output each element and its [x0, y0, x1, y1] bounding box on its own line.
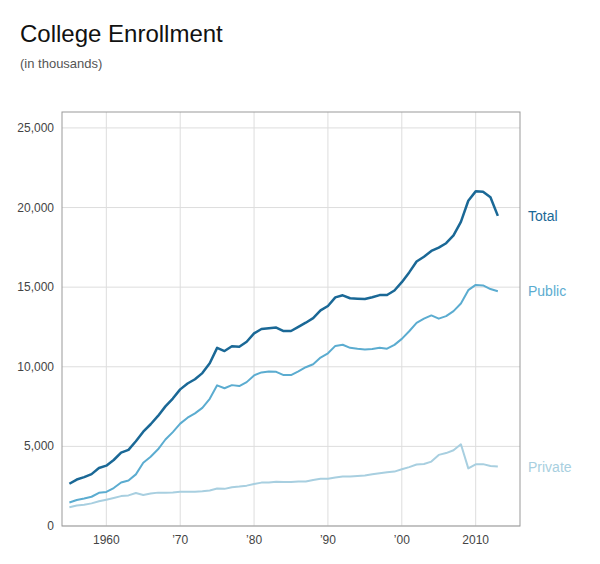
grid-line [62, 366, 520, 367]
series-line [69, 285, 497, 503]
series-label: Public [528, 283, 566, 299]
x-tick-label: ’70 [172, 533, 188, 547]
x-tick-label: ’80 [246, 533, 262, 547]
x-tick-label: ’00 [394, 533, 410, 547]
y-tick-label: 15,000 [17, 280, 54, 294]
grid-line [254, 112, 255, 526]
grid-line [62, 287, 520, 288]
x-tick-label: ’90 [320, 533, 336, 547]
grid [62, 112, 520, 526]
x-tick-label: 1960 [93, 533, 120, 547]
y-tick-label: 10,000 [17, 360, 54, 374]
y-tick-label: 20,000 [17, 201, 54, 215]
y-tick-label: 0 [47, 519, 54, 533]
grid-line [62, 127, 520, 128]
x-tick-label: 2010 [462, 533, 489, 547]
chart: College Enrollment (in thousands) 0 5,000 10… [0, 0, 600, 564]
y-tick-label: 25,000 [17, 121, 54, 135]
y-tick-label: 5,000 [24, 439, 54, 453]
grid-line [401, 112, 402, 526]
subtitle: (in thousands) [20, 56, 102, 71]
series-label: Private [528, 459, 572, 475]
grid-line [62, 207, 520, 208]
grid-line [327, 112, 328, 526]
lines [69, 191, 497, 507]
grid-line [180, 112, 181, 526]
title: College Enrollment [20, 20, 223, 47]
series-label: Total [528, 208, 558, 224]
series-line [69, 191, 497, 483]
plot-frame [62, 112, 520, 526]
